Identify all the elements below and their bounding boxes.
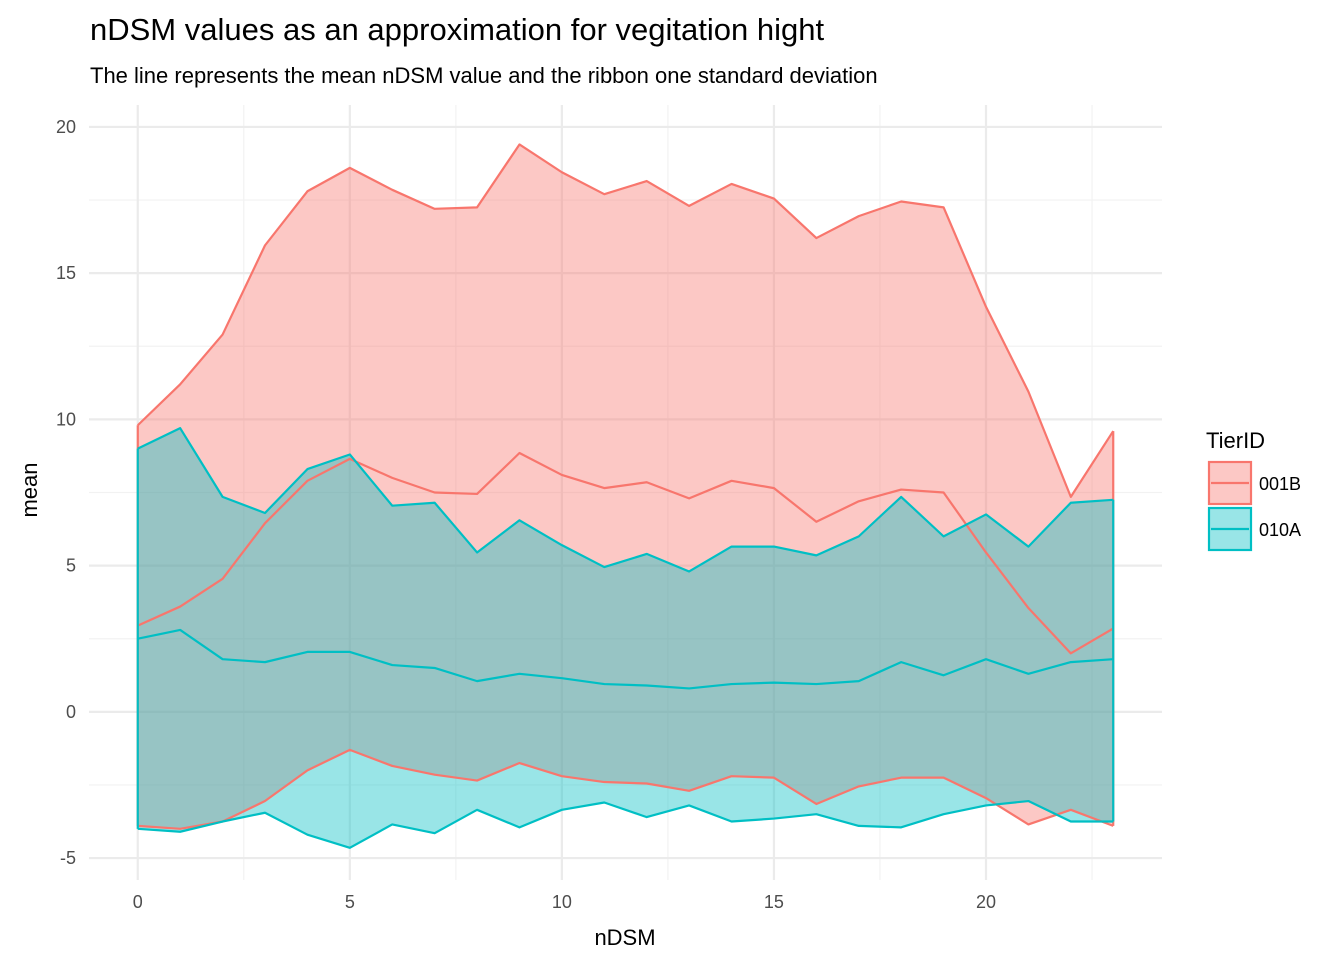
y-tick-label: -5	[60, 848, 76, 868]
y-axis-title: mean	[17, 462, 42, 517]
y-tick-label: 5	[66, 556, 76, 576]
legend-label-010A: 010A	[1259, 520, 1301, 540]
ribbon-010A	[137, 428, 1114, 848]
y-tick-label: 20	[56, 117, 76, 137]
x-tick-label: 10	[552, 892, 572, 912]
chart-subtitle: The line represents the mean nDSM value …	[90, 63, 878, 88]
series-lines	[136, 143, 1115, 849]
x-tick-label: 20	[976, 892, 996, 912]
legend-label-001B: 001B	[1259, 474, 1301, 494]
y-tick-labels: -5 0 5 10 15 20	[56, 117, 76, 868]
line-010A-lower	[137, 799, 1114, 849]
x-tick-label: 15	[764, 892, 784, 912]
grid	[89, 105, 1162, 880]
y-tick-label: 15	[56, 263, 76, 283]
line-001B-mean	[137, 451, 1114, 655]
line-001B-lower	[137, 748, 1114, 830]
x-axis-title: nDSM	[594, 925, 655, 950]
y-tick-label: 0	[66, 702, 76, 722]
line-001B-upper	[137, 143, 1115, 498]
ribbons	[137, 144, 1114, 848]
x-tick-label: 0	[133, 892, 143, 912]
x-tick-labels: 0 5 10 15 20	[133, 892, 996, 912]
x-tick-label: 5	[345, 892, 355, 912]
line-010A-mean	[137, 628, 1114, 690]
legend: TierID 001B 010A	[1206, 428, 1301, 552]
legend-title: TierID	[1206, 428, 1265, 453]
ribbon-001B	[137, 144, 1114, 829]
y-tick-label: 10	[56, 409, 76, 429]
chart-title: nDSM values as an approximation for vegi…	[90, 12, 824, 47]
line-010A-upper	[137, 427, 1114, 573]
